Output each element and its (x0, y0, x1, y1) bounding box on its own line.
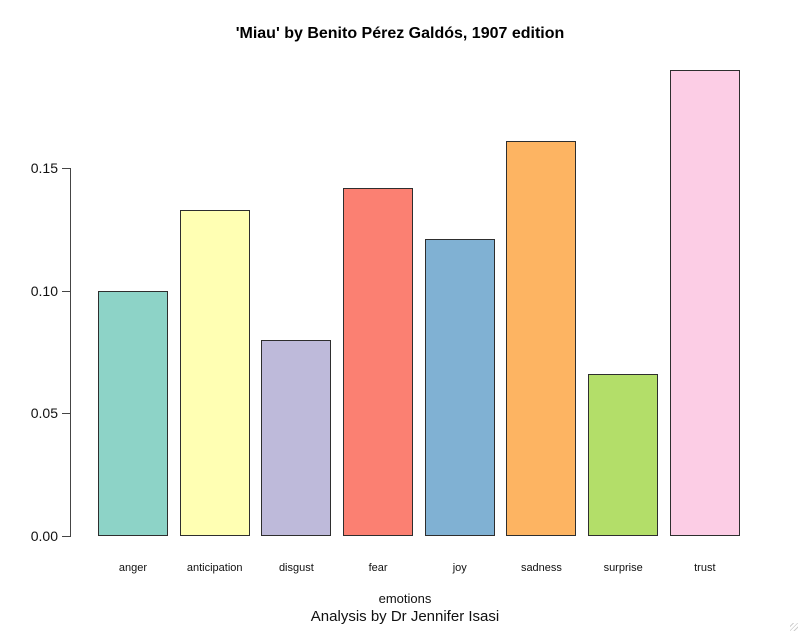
category-label-joy: joy (452, 562, 467, 574)
category-label-trust: trust (694, 562, 716, 574)
y-tick-mark (62, 413, 70, 414)
bar-disgust (261, 340, 332, 536)
chart-title: 'Miau' by Benito Pérez Galdós, 1907 edit… (235, 25, 565, 42)
y-tick-label: 0.15 (30, 160, 58, 176)
bars-layer (98, 70, 740, 536)
category-label-anger: anger (118, 562, 148, 574)
y-tick-label: 0.00 (30, 528, 58, 544)
bar-sadness (506, 141, 577, 536)
category-label-surprise: surprise (603, 562, 643, 574)
category-label-anticipation: anticipation (186, 562, 243, 574)
y-axis-line (70, 168, 71, 537)
y-tick-label: 0.05 (30, 405, 58, 421)
y-tick-mark (62, 168, 70, 169)
chart-subtitle: Analysis by Dr Jennifer Isasi (310, 608, 500, 625)
bar-anticipation (179, 210, 250, 536)
bar-trust (669, 70, 740, 536)
bar-surprise (588, 374, 659, 536)
bar-joy (424, 239, 495, 536)
category-label-disgust: disgust (278, 562, 314, 574)
bar-fear (343, 188, 414, 536)
y-tick-label: 0.10 (30, 283, 58, 299)
category-label-fear: fear (368, 562, 388, 574)
category-label-sadness: sadness (520, 562, 562, 574)
y-tick-mark (62, 291, 70, 292)
bar-anger (98, 291, 168, 536)
y-tick-mark (62, 536, 70, 537)
category-labels: anger anticipation disgust fear joy sadness su… (98, 562, 740, 574)
resize-grip-icon[interactable] (790, 623, 798, 631)
x-axis-label: emotions (378, 591, 432, 606)
